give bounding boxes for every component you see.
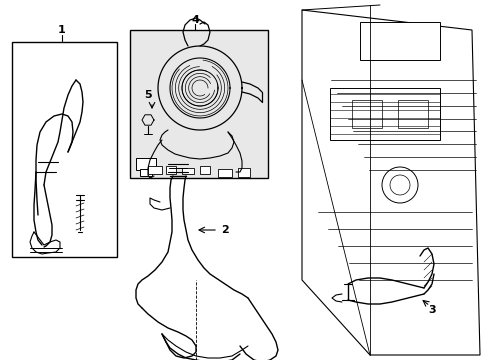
Bar: [136, 158, 156, 170]
Bar: [148, 166, 162, 174]
Circle shape: [389, 175, 409, 195]
Bar: [140, 169, 152, 176]
Bar: [218, 169, 231, 177]
Bar: [12, 42, 117, 257]
Bar: [329, 88, 439, 140]
Bar: [238, 168, 249, 177]
Bar: [165, 166, 176, 174]
Text: 5: 5: [144, 90, 151, 100]
Text: 1: 1: [58, 25, 66, 35]
Bar: [351, 100, 381, 128]
Bar: [200, 166, 209, 174]
Bar: [130, 30, 267, 178]
Bar: [359, 22, 439, 60]
Bar: [397, 100, 427, 128]
Text: 3: 3: [427, 305, 435, 315]
Circle shape: [381, 167, 417, 203]
Bar: [182, 168, 194, 174]
Text: 2: 2: [221, 225, 228, 235]
Text: 4: 4: [191, 15, 199, 25]
